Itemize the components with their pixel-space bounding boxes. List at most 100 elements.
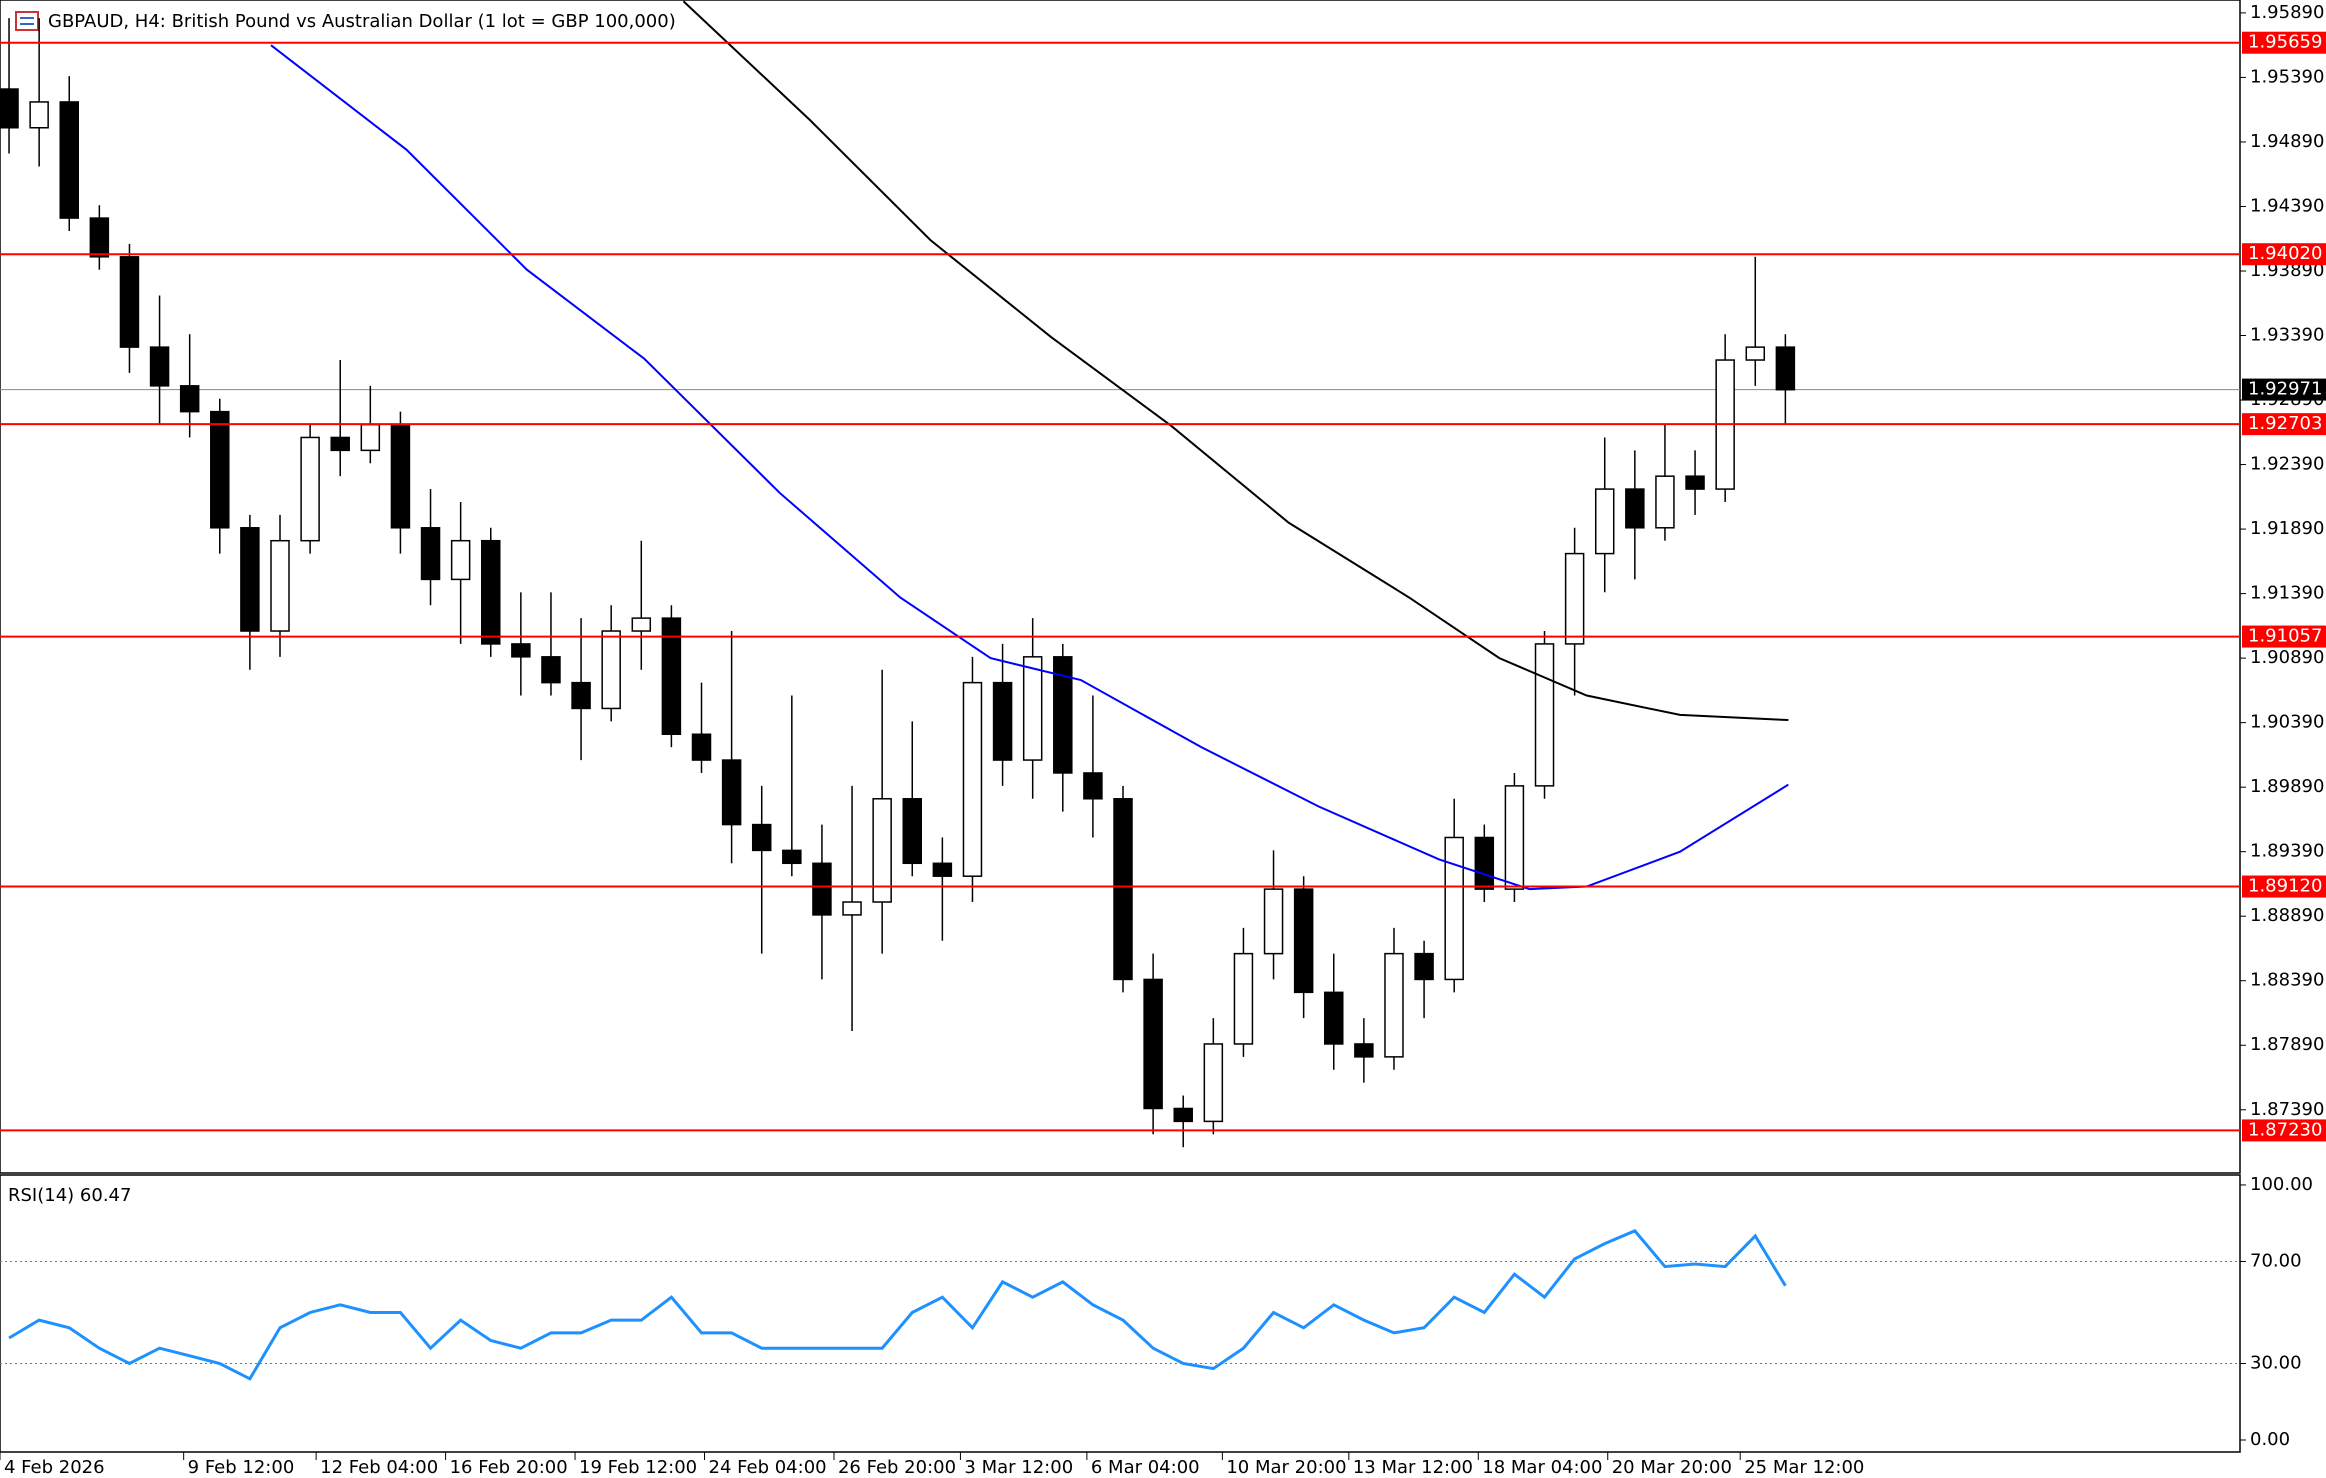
candle-body bbox=[420, 527, 441, 581]
candle-body bbox=[0, 88, 19, 129]
candle-body bbox=[751, 823, 772, 852]
last-price-label: 1.92971 bbox=[2248, 379, 2322, 400]
candle-body bbox=[330, 436, 350, 452]
y-tick-label: 1.90390 bbox=[2250, 712, 2324, 733]
last-price-label-bg bbox=[2242, 378, 2326, 401]
level-label: 1.91057 bbox=[2248, 626, 2322, 647]
y-tick-label: 1.94390 bbox=[2250, 195, 2324, 216]
rsi-title: RSI(14) 60.47 bbox=[8, 1185, 131, 1206]
x-tick-label: 9 Feb 12:00 bbox=[188, 1457, 295, 1478]
rsi-line bbox=[8, 1229, 1787, 1381]
candle-body bbox=[902, 798, 923, 865]
candle-body bbox=[1293, 888, 1314, 994]
candle-body bbox=[360, 423, 381, 452]
candle-body bbox=[601, 630, 621, 710]
candle-body bbox=[842, 901, 862, 916]
candle-body bbox=[1354, 1043, 1374, 1058]
header: GBPAUD, H4: British Pound vs Australian … bbox=[48, 11, 676, 32]
candle-body bbox=[390, 423, 411, 529]
candle-body bbox=[1534, 643, 1555, 787]
candle-body bbox=[450, 539, 471, 581]
candle-body bbox=[270, 539, 290, 632]
rsi-frame bbox=[0, 1174, 2241, 1453]
x-tick-label: 3 Mar 12:00 bbox=[964, 1457, 1073, 1478]
y-tick-label: 1.95890 bbox=[2250, 2, 2324, 23]
x-tick-label: 18 Mar 04:00 bbox=[1482, 1457, 1602, 1478]
level-label: 1.89120 bbox=[2248, 876, 2322, 897]
candle-body bbox=[1384, 952, 1404, 1058]
y-tick-label: 100.00 bbox=[2250, 1174, 2313, 1195]
level-label-bg bbox=[2242, 31, 2326, 54]
x-tick-label: 16 Feb 20:00 bbox=[450, 1457, 568, 1478]
candle-body bbox=[179, 385, 200, 413]
level-label-bg bbox=[2242, 625, 2326, 648]
candle-body bbox=[59, 101, 79, 219]
candle-body bbox=[511, 643, 531, 658]
candle-body bbox=[631, 617, 652, 632]
candle-body bbox=[691, 733, 712, 761]
candle-body bbox=[89, 217, 110, 258]
y-tick-label: 1.89890 bbox=[2250, 776, 2324, 797]
candle-body bbox=[1685, 475, 1705, 490]
candle-body bbox=[932, 862, 953, 877]
y-tick-label: 1.93390 bbox=[2250, 325, 2324, 346]
candle-body bbox=[1233, 952, 1254, 1045]
x-tick-label: 26 Feb 20:00 bbox=[838, 1457, 956, 1478]
candle-body bbox=[541, 656, 561, 684]
candle-body bbox=[300, 436, 320, 542]
candle-body bbox=[1083, 772, 1103, 800]
candle-body bbox=[1775, 346, 1796, 391]
level-label-bg bbox=[2242, 243, 2326, 266]
x-tick-label: 6 Mar 04:00 bbox=[1091, 1457, 1200, 1478]
x-tick-label: 12 Feb 04:00 bbox=[320, 1457, 438, 1478]
x-tick-label: 10 Mar 20:00 bbox=[1226, 1457, 1346, 1478]
y-tick-label: 1.95390 bbox=[2250, 66, 2324, 87]
x-tick-label: 25 Mar 12:00 bbox=[1744, 1457, 1864, 1478]
y-tick-label: 70.00 bbox=[2250, 1250, 2302, 1271]
level-label: 1.87230 bbox=[2248, 1119, 2322, 1140]
level-label-bg bbox=[2242, 413, 2326, 436]
candle-body bbox=[571, 681, 591, 710]
candle-body bbox=[782, 849, 802, 865]
symbol-icon bbox=[15, 11, 39, 31]
level-label-bg bbox=[2242, 875, 2326, 898]
level-label: 1.92703 bbox=[2248, 413, 2322, 434]
level-label-bg bbox=[2242, 1119, 2326, 1142]
candle-body bbox=[1474, 836, 1495, 890]
level-label: 1.94020 bbox=[2248, 243, 2322, 264]
y-tick-label: 1.87890 bbox=[2250, 1034, 2324, 1055]
candle-body bbox=[1414, 952, 1434, 981]
candle-body bbox=[1324, 991, 1344, 1045]
y-tick-label: 1.88390 bbox=[2250, 970, 2324, 991]
x-tick-label: 24 Feb 04:00 bbox=[709, 1457, 827, 1478]
y-tick-label: 1.93890 bbox=[2250, 260, 2324, 281]
candle-body bbox=[1625, 488, 1645, 529]
x-tick-label: 20 Mar 20:00 bbox=[1612, 1457, 1732, 1478]
y-tick-label: 1.94890 bbox=[2250, 131, 2324, 152]
candle-body bbox=[661, 617, 682, 736]
candle-body bbox=[962, 681, 983, 877]
moving-average bbox=[682, 0, 1789, 722]
y-tick-label: 1.91890 bbox=[2250, 518, 2324, 539]
candle-body bbox=[149, 346, 170, 387]
candle-body bbox=[1594, 488, 1615, 555]
candle-body bbox=[119, 256, 140, 348]
candle-body bbox=[992, 681, 1013, 761]
candle-body bbox=[481, 539, 501, 645]
candle-body bbox=[721, 759, 742, 826]
candle-body bbox=[1564, 552, 1585, 645]
y-tick-label: 1.88890 bbox=[2250, 905, 2324, 926]
candle-body bbox=[1504, 785, 1525, 890]
y-tick-label: 1.87390 bbox=[2250, 1099, 2324, 1120]
candle-body bbox=[1113, 798, 1133, 981]
candle-body bbox=[1173, 1107, 1193, 1123]
candle-body bbox=[1143, 978, 1163, 1110]
candle-body bbox=[1022, 656, 1043, 761]
main-frame bbox=[0, 0, 2241, 1174]
candle-body bbox=[1745, 346, 1766, 361]
y-tick-label: 0.00 bbox=[2250, 1429, 2290, 1450]
y-tick-label: 1.90890 bbox=[2250, 647, 2324, 668]
y-tick-label: 1.92390 bbox=[2250, 454, 2324, 475]
